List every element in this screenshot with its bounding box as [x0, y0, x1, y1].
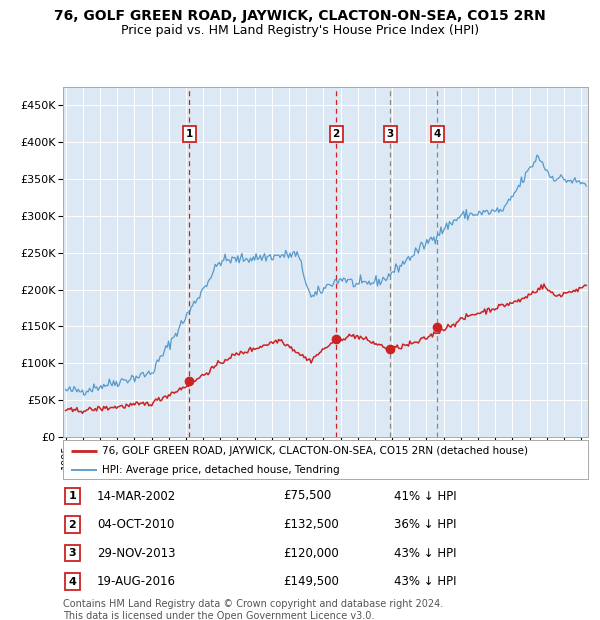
Text: £120,000: £120,000: [284, 547, 339, 559]
Text: £75,500: £75,500: [284, 490, 332, 502]
Text: 1: 1: [68, 491, 76, 501]
Text: 76, GOLF GREEN ROAD, JAYWICK, CLACTON-ON-SEA, CO15 2RN: 76, GOLF GREEN ROAD, JAYWICK, CLACTON-ON…: [54, 9, 546, 24]
Text: 43% ↓ HPI: 43% ↓ HPI: [394, 547, 456, 559]
Text: £149,500: £149,500: [284, 575, 340, 588]
Text: 41% ↓ HPI: 41% ↓ HPI: [394, 490, 457, 502]
Text: 3: 3: [387, 129, 394, 139]
Text: 29-NOV-2013: 29-NOV-2013: [97, 547, 176, 559]
Text: 2: 2: [68, 520, 76, 529]
Text: 4: 4: [68, 577, 76, 587]
Text: Contains HM Land Registry data © Crown copyright and database right 2024.
This d: Contains HM Land Registry data © Crown c…: [63, 599, 443, 620]
Text: Price paid vs. HM Land Registry's House Price Index (HPI): Price paid vs. HM Land Registry's House …: [121, 24, 479, 37]
Text: 4: 4: [434, 129, 441, 139]
Text: 76, GOLF GREEN ROAD, JAYWICK, CLACTON-ON-SEA, CO15 2RN (detached house): 76, GOLF GREEN ROAD, JAYWICK, CLACTON-ON…: [103, 446, 529, 456]
Text: 04-OCT-2010: 04-OCT-2010: [97, 518, 175, 531]
Text: £132,500: £132,500: [284, 518, 339, 531]
Text: HPI: Average price, detached house, Tendring: HPI: Average price, detached house, Tend…: [103, 465, 340, 475]
Text: 43% ↓ HPI: 43% ↓ HPI: [394, 575, 456, 588]
Text: 14-MAR-2002: 14-MAR-2002: [97, 490, 176, 502]
Text: 3: 3: [68, 548, 76, 558]
Text: 19-AUG-2016: 19-AUG-2016: [97, 575, 176, 588]
Text: 1: 1: [185, 129, 193, 139]
Text: 36% ↓ HPI: 36% ↓ HPI: [394, 518, 456, 531]
Text: 2: 2: [332, 129, 340, 139]
